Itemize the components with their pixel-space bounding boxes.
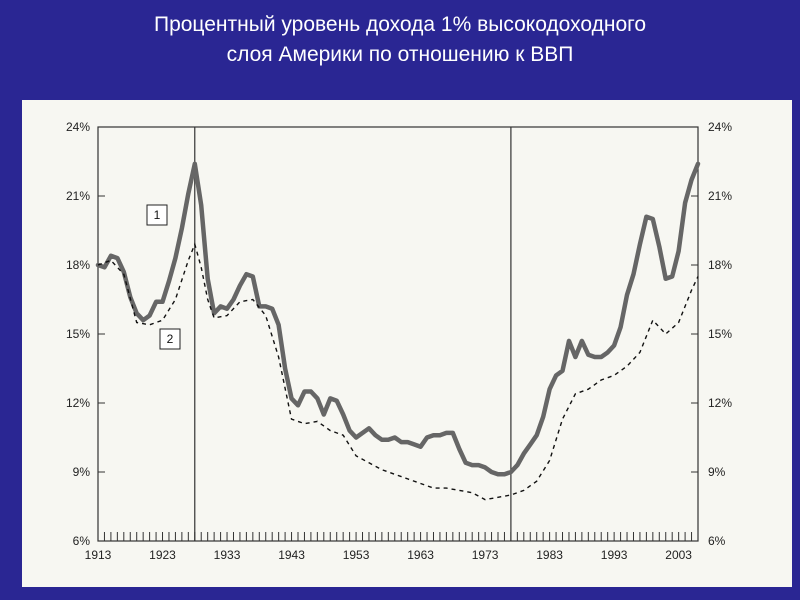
series-label-boxes: 12 — [146, 204, 181, 350]
series-label-1: 1 — [154, 208, 161, 222]
y-tick-label-left: 21% — [66, 189, 90, 203]
y-tick-label-left: 12% — [66, 396, 90, 410]
series-line-1 — [95, 161, 701, 477]
series-line-2 — [97, 242, 699, 501]
y-tick-label-left: 15% — [66, 327, 90, 341]
vertical-reference-lines — [194, 127, 512, 541]
series-label-box — [146, 204, 168, 226]
x-tick-label: 1993 — [601, 548, 628, 562]
y-tick-label-left: 18% — [66, 258, 90, 272]
y-tick-label-right: 15% — [708, 327, 732, 341]
x-axis: 1913 1923 1933 1943 1953 1963 1973 1983 1993 2003 — [85, 532, 699, 562]
series-layer — [95, 161, 701, 501]
y-tick-label-left: 9% — [73, 465, 91, 479]
x-tick-label: 1953 — [343, 548, 370, 562]
y-axis-right: 6% 9% 12% 15% 18% 21% 24% — [691, 120, 732, 548]
x-tick-label: 1933 — [214, 548, 241, 562]
x-tick-label: 1923 — [149, 548, 176, 562]
y-tick-label-right: 24% — [708, 120, 732, 134]
x-tick-label: 1973 — [472, 548, 499, 562]
x-tick-label: 1983 — [536, 548, 563, 562]
chart-panel: 6% 9% 12% 15% 18% 21% 24% 6% 9% 12% 15% 18% 21% 24% … — [22, 100, 792, 587]
series-label-box — [159, 328, 181, 350]
x-tick-label: 2003 — [665, 548, 692, 562]
y-tick-label-right: 18% — [708, 258, 732, 272]
y-tick-label-left: 24% — [66, 120, 90, 134]
y-tick-label-right: 12% — [708, 396, 732, 410]
series-label-2: 2 — [167, 332, 174, 346]
slide-title-line-2: слоя Америки по отношению к ВВП — [226, 43, 574, 66]
x-tick-label: 1943 — [278, 548, 305, 562]
x-tick-label: 1913 — [85, 548, 112, 562]
slide-title: Процентный уровень дохода 1% высокодоход… — [0, 10, 800, 70]
y-tick-label-right: 21% — [708, 189, 732, 203]
line-chart: 6%9%12%15%18%21%24% 6%9%12%15%18%21%24% … — [66, 120, 732, 562]
slide-title-line-1: Процентный уровень дохода 1% высокодоход… — [153, 13, 646, 36]
y-axis-left: 6% 9% 12% 15% 18% 21% 24% — [66, 120, 105, 548]
y-tick-label-right: 6% — [708, 534, 726, 548]
y-tick-label-left: 6% — [73, 534, 91, 548]
x-tick-label: 1963 — [407, 548, 434, 562]
y-tick-label-right: 9% — [708, 465, 726, 479]
